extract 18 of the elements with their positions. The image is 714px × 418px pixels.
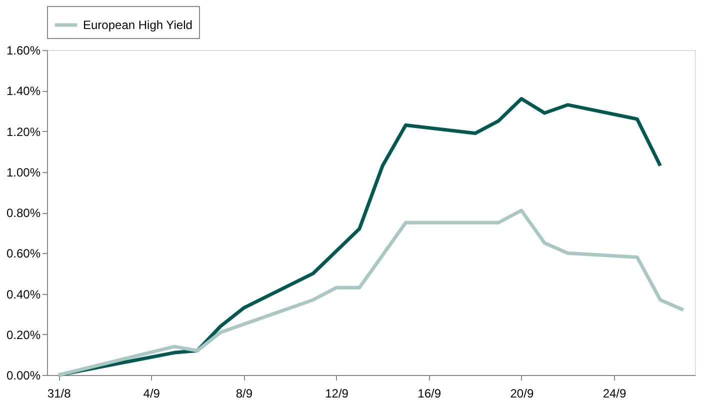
x-tick-label: 4/9 xyxy=(143,386,160,400)
x-tick-label: 8/9 xyxy=(236,386,253,400)
legend-label: European High Yield xyxy=(83,18,192,32)
y-tick-label: 0.60% xyxy=(6,246,41,261)
y-tick-label: 1.60% xyxy=(6,44,41,58)
y-tick-label: 1.40% xyxy=(6,84,41,98)
x-tick-label: 16/9 xyxy=(418,386,442,400)
y-tick-label: 0.00% xyxy=(6,368,41,382)
x-tick-label: 24/9 xyxy=(602,386,626,400)
y-tick-label: 0.40% xyxy=(6,287,41,302)
x-tick-label: 20/9 xyxy=(510,386,534,400)
y-tick-label: 1.20% xyxy=(6,124,41,139)
x-tick-label: 31/8 xyxy=(47,386,72,400)
y-tick-label: 0.80% xyxy=(6,206,41,220)
y-tick-label: 0.20% xyxy=(6,328,41,342)
line-series xyxy=(56,208,686,377)
x-tick-label: 12/9 xyxy=(325,386,349,400)
y-tick-label: 1.00% xyxy=(6,165,41,180)
